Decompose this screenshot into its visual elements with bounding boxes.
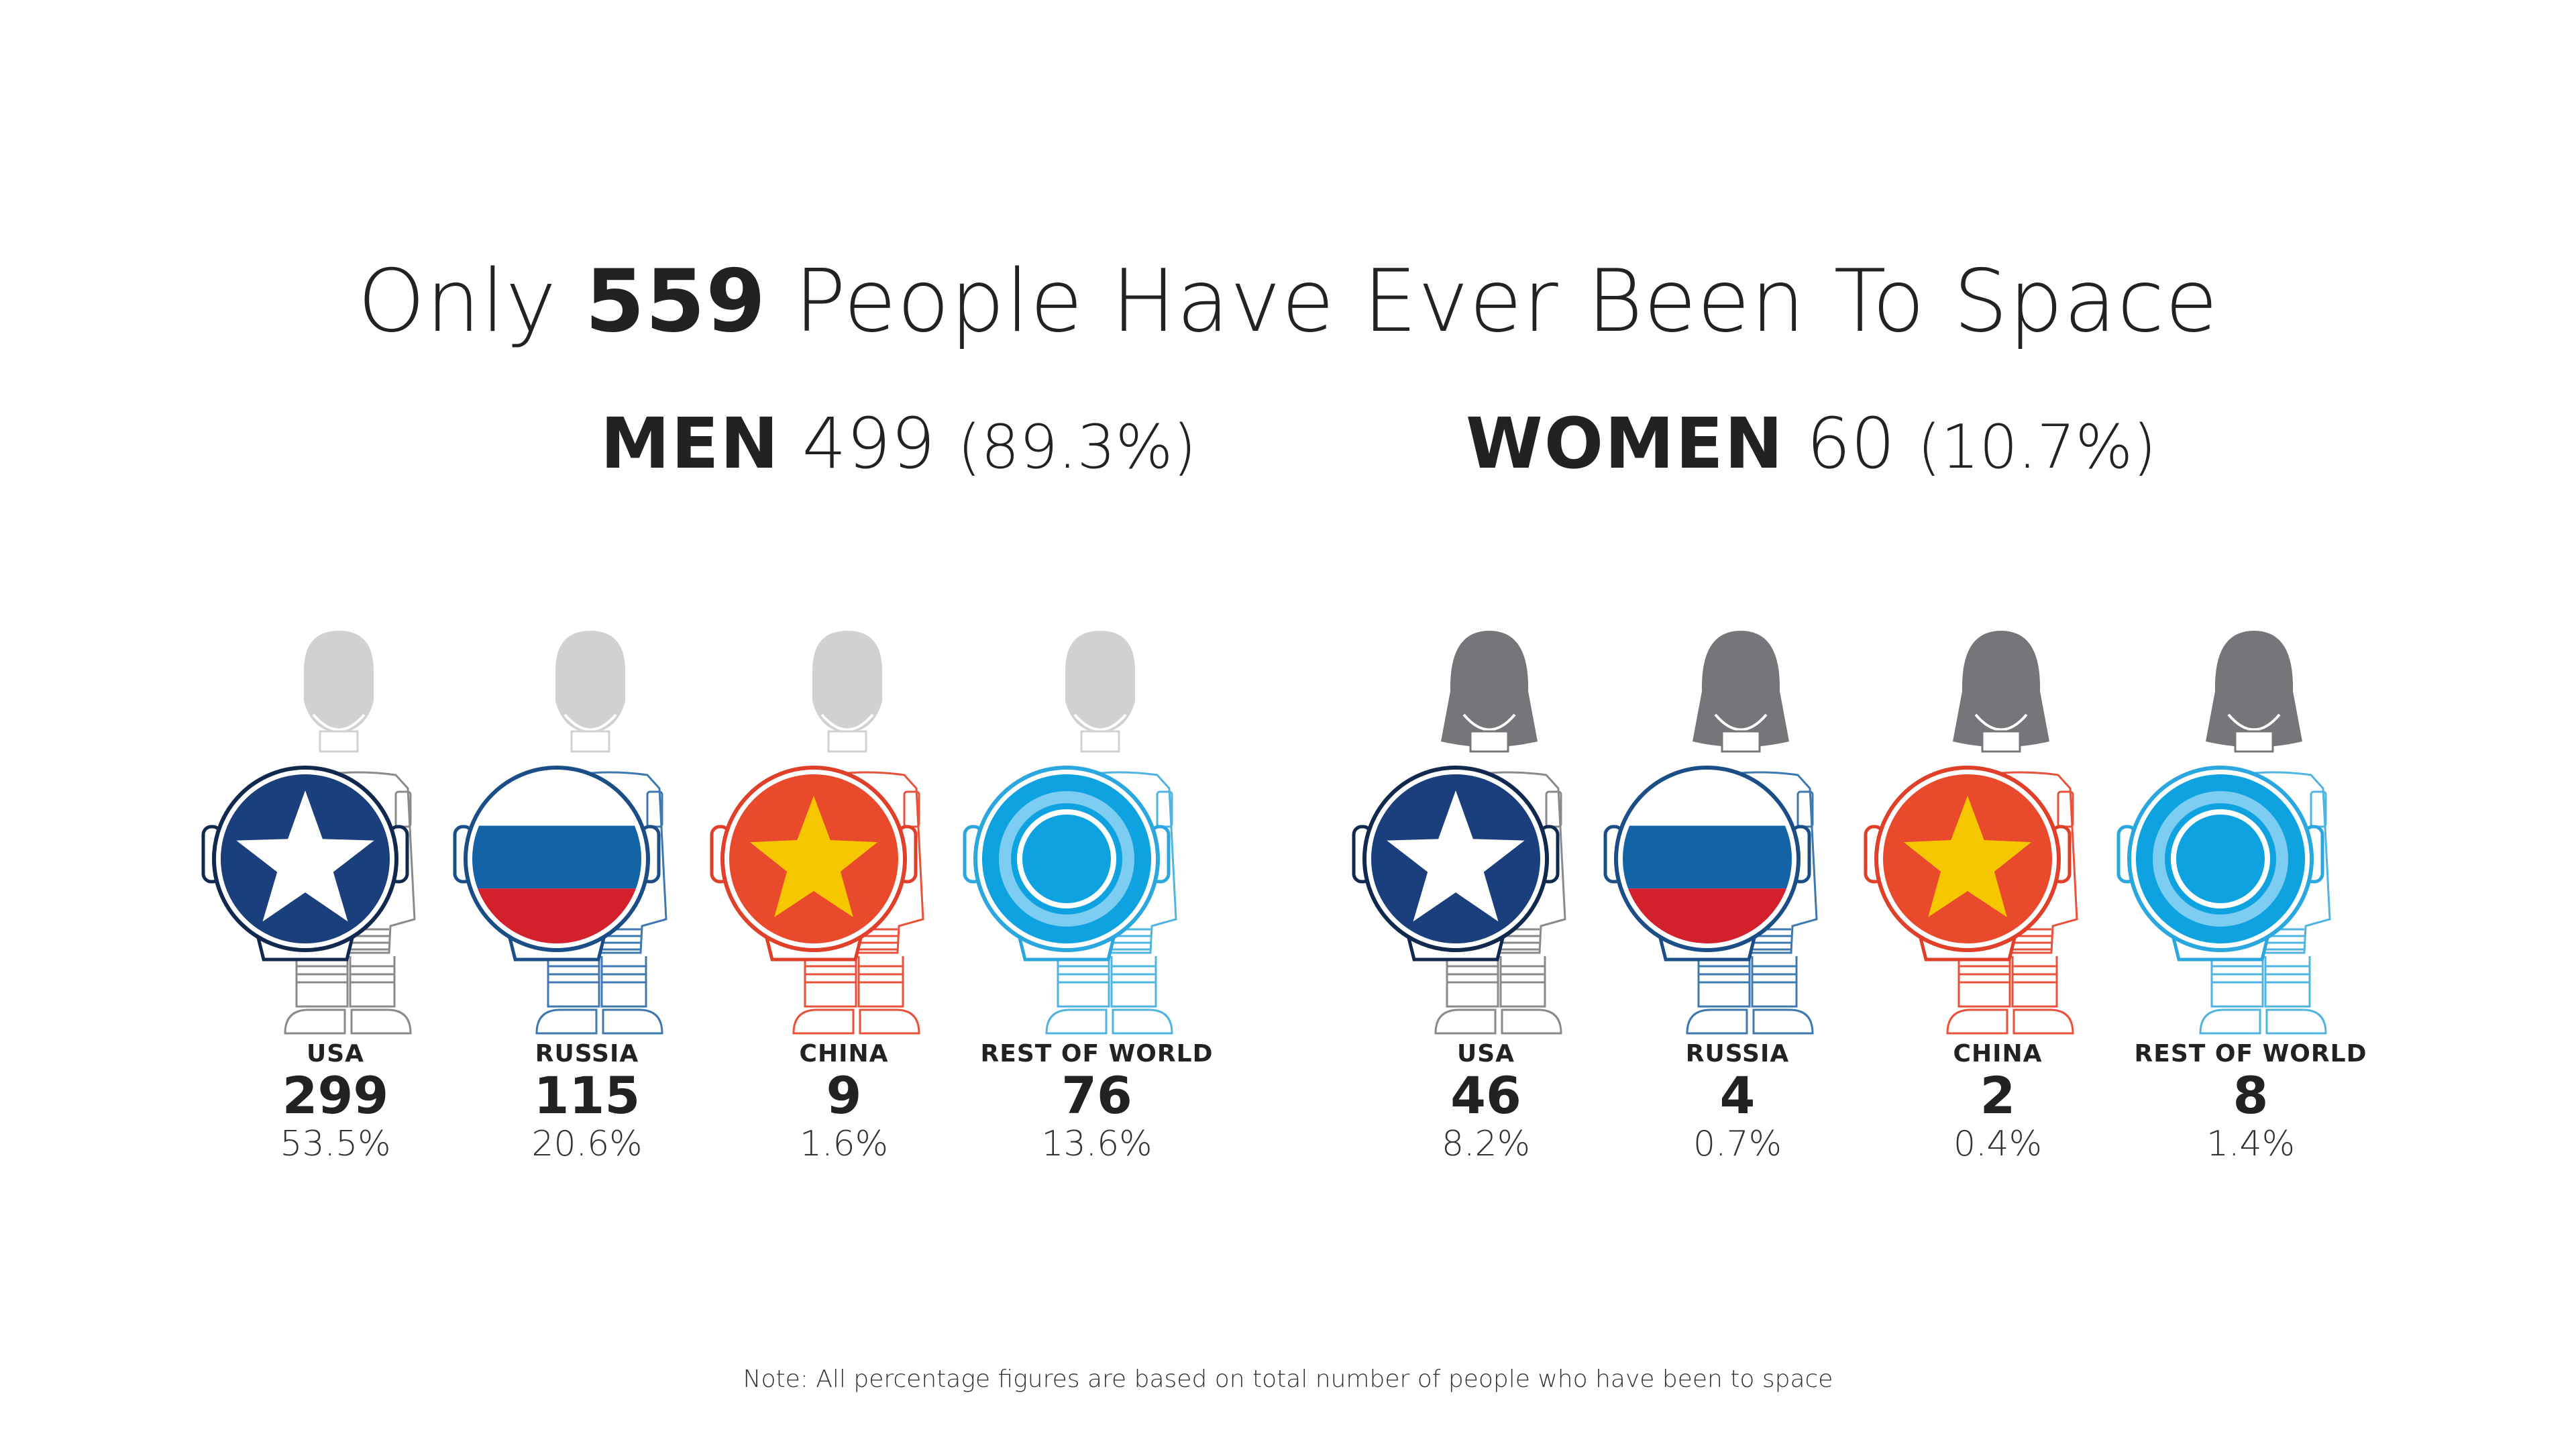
page-title: Only 559 People Have Ever Been To Space (0, 252, 2576, 352)
helmet-china-flag-icon (710, 766, 918, 962)
female-head-icon (1441, 631, 1538, 753)
male-head-icon (304, 631, 374, 753)
stat-china-women: CHINA 2 0.4% (1857, 1040, 2139, 1163)
title-prefix: Only (358, 252, 557, 352)
astronaut-figures (201, 631, 2331, 1035)
female-head-icon (2206, 631, 2302, 753)
women-total: 60 (1806, 403, 1896, 484)
helmet-usa-flag-icon (201, 766, 409, 962)
stat-count: 8 (2233, 1066, 2269, 1125)
stat-share: 0.4% (1953, 1124, 2043, 1164)
men-share: (89.3%) (957, 412, 1197, 482)
helmet-china-flag-icon (1864, 766, 2072, 962)
helmet-usa-flag-icon (1352, 766, 1560, 962)
stat-count: 9 (826, 1066, 862, 1125)
stat-count: 46 (1450, 1066, 1521, 1125)
women-heading: WOMEN 60 (10.7%) (1466, 403, 2156, 484)
astronaut-russia-female (1603, 631, 1818, 1035)
stat-count: 2 (1980, 1066, 2016, 1125)
female-head-icon (1953, 631, 2049, 753)
men-label: MEN (600, 403, 780, 484)
stat-count: 299 (282, 1066, 389, 1125)
women-label: WOMEN (1466, 403, 1784, 484)
astronaut-china-female (1864, 631, 2078, 1035)
female-head-icon (1693, 631, 1789, 753)
stat-country: REST OF WORLD (980, 1040, 1214, 1068)
stat-share: 1.4% (2206, 1124, 2296, 1164)
stat-share: 20.6% (531, 1124, 643, 1164)
stat-share: 1.6% (799, 1124, 889, 1164)
title-suffix: People Have Ever Been To Space (794, 252, 2218, 352)
stat-share: 8.2% (1441, 1124, 1531, 1164)
male-head-icon (1065, 631, 1135, 753)
stat-country: CHINA (799, 1040, 889, 1068)
stat-count: 4 (1719, 1066, 1756, 1125)
stat-world-men: REST OF WORLD 76 13.6% (956, 1040, 1238, 1163)
stat-usa-men: USA 299 53.5% (195, 1040, 476, 1163)
women-share: (10.7%) (1917, 412, 2157, 482)
stat-usa-women: USA 46 8.2% (1345, 1040, 1627, 1163)
stat-count: 115 (533, 1066, 641, 1125)
stat-share: 13.6% (1041, 1124, 1152, 1164)
helmet-world-flag-icon (2116, 766, 2324, 962)
stat-country: CHINA (1953, 1040, 2043, 1068)
stat-country: USA (1456, 1040, 1515, 1068)
astronaut-usa-male (201, 631, 416, 1035)
stat-country: RUSSIA (1685, 1040, 1790, 1068)
men-total: 499 (802, 403, 936, 484)
stat-share: 0.7% (1693, 1124, 1782, 1164)
astronaut-china-male (710, 631, 924, 1035)
footnote: Note: All percentage figures are based o… (743, 1365, 1833, 1393)
stat-count: 76 (1061, 1066, 1132, 1125)
astronaut-world-male (963, 631, 1177, 1035)
helmet-world-flag-icon (963, 766, 1171, 962)
helmet-russia-flag-icon (1603, 766, 1811, 962)
title-number: 559 (584, 252, 767, 352)
stat-share: 53.5% (280, 1124, 391, 1164)
stat-russia-men: RUSSIA 115 20.6% (446, 1040, 728, 1163)
stat-world-women: REST OF WORLD 8 1.4% (2110, 1040, 2392, 1163)
male-head-icon (555, 631, 625, 753)
helmet-russia-flag-icon (453, 766, 661, 962)
astronaut-usa-female (1352, 631, 1566, 1035)
astronaut-russia-male (453, 631, 667, 1035)
male-head-icon (812, 631, 882, 753)
stat-china-men: CHINA 9 1.6% (703, 1040, 985, 1163)
stat-country: RUSSIA (535, 1040, 639, 1068)
stat-country: USA (306, 1040, 365, 1068)
astronaut-world-female (2116, 631, 2331, 1035)
stat-country: REST OF WORLD (2134, 1040, 2367, 1068)
men-heading: MEN 499 (89.3%) (600, 403, 1196, 484)
stat-russia-women: RUSSIA 4 0.7% (1597, 1040, 1878, 1163)
